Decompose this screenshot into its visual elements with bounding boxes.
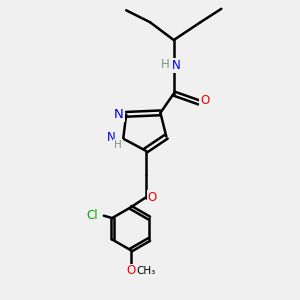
Text: H: H — [160, 58, 169, 70]
Text: O: O — [200, 94, 210, 107]
Text: O: O — [148, 191, 157, 204]
Text: H: H — [114, 140, 122, 150]
Text: N: N — [106, 131, 115, 144]
Text: N: N — [114, 108, 124, 121]
Text: Cl: Cl — [86, 208, 98, 222]
Text: CH₃: CH₃ — [136, 266, 156, 276]
Text: N: N — [172, 59, 180, 72]
Text: O: O — [126, 265, 135, 278]
